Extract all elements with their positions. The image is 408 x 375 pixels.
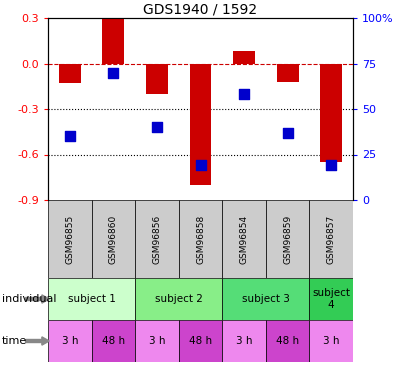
- Bar: [277, 63, 299, 82]
- Bar: [309, 200, 353, 278]
- Bar: [48, 200, 91, 278]
- Text: time: time: [2, 336, 27, 346]
- Bar: [102, 18, 124, 63]
- Bar: [179, 320, 222, 362]
- Text: 3 h: 3 h: [323, 336, 339, 346]
- Bar: [146, 63, 168, 94]
- Point: [154, 124, 160, 130]
- Bar: [135, 200, 179, 278]
- Text: GSM96854: GSM96854: [239, 214, 248, 264]
- Text: 48 h: 48 h: [189, 336, 212, 346]
- Bar: [48, 278, 135, 320]
- Text: 3 h: 3 h: [236, 336, 252, 346]
- Text: 48 h: 48 h: [102, 336, 125, 346]
- Point: [284, 130, 291, 136]
- Bar: [48, 320, 91, 362]
- Text: subject 2: subject 2: [155, 294, 203, 304]
- Point: [67, 133, 73, 139]
- Text: 3 h: 3 h: [62, 336, 78, 346]
- Text: subject
4: subject 4: [312, 288, 350, 310]
- Text: 48 h: 48 h: [276, 336, 299, 346]
- Point: [197, 162, 204, 168]
- Bar: [222, 278, 309, 320]
- Bar: [59, 63, 81, 83]
- Bar: [320, 63, 342, 162]
- Bar: [233, 51, 255, 63]
- Point: [328, 162, 335, 168]
- Bar: [135, 320, 179, 362]
- Text: subject 3: subject 3: [242, 294, 290, 304]
- Text: 3 h: 3 h: [149, 336, 165, 346]
- Point: [110, 70, 117, 76]
- Bar: [266, 200, 309, 278]
- Text: GSM96859: GSM96859: [283, 214, 292, 264]
- Bar: [190, 63, 211, 185]
- Bar: [266, 320, 309, 362]
- Bar: [179, 200, 222, 278]
- Point: [241, 92, 247, 98]
- Bar: [91, 200, 135, 278]
- Text: GSM96860: GSM96860: [109, 214, 118, 264]
- Text: GSM96858: GSM96858: [196, 214, 205, 264]
- Text: GSM96857: GSM96857: [327, 214, 336, 264]
- Title: GDS1940 / 1592: GDS1940 / 1592: [144, 3, 257, 17]
- Text: subject 1: subject 1: [68, 294, 115, 304]
- Text: GSM96856: GSM96856: [153, 214, 162, 264]
- Bar: [309, 278, 353, 320]
- Bar: [309, 320, 353, 362]
- Text: GSM96855: GSM96855: [65, 214, 74, 264]
- Bar: [222, 320, 266, 362]
- Bar: [91, 320, 135, 362]
- Text: individual: individual: [2, 294, 57, 304]
- Bar: [135, 278, 222, 320]
- Bar: [222, 200, 266, 278]
